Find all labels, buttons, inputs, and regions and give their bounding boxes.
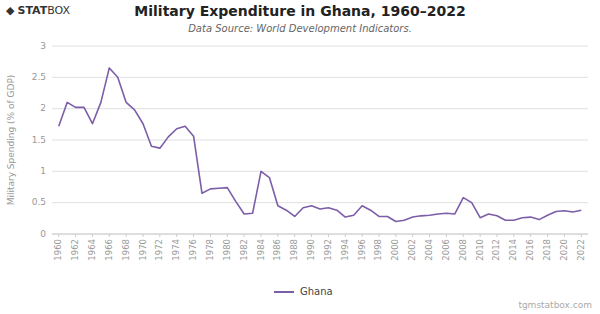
x-tick (463, 234, 464, 237)
x-tick (581, 234, 582, 237)
x-tick-label: 1998 (373, 239, 383, 261)
x-tick-label: 2014 (508, 239, 518, 261)
x-tick (530, 234, 531, 237)
x-tick (277, 234, 278, 237)
x-tick-label: 2006 (441, 239, 451, 261)
plot-area (59, 68, 582, 222)
x-tick (294, 234, 295, 237)
x-tick (109, 234, 110, 237)
x-tick (58, 234, 59, 237)
x-tick-label: 1964 (87, 239, 97, 261)
x-tick-label: 1992 (323, 239, 333, 261)
x-tick (159, 234, 160, 237)
x-tick-label: 1996 (357, 239, 367, 261)
x-tick (362, 234, 363, 237)
x-tick-label: 2010 (475, 239, 485, 261)
x-tick (328, 234, 329, 237)
y-tick-label: 2.5 (32, 72, 46, 82)
y-tick-label: 2 (40, 103, 46, 113)
logo-part: ◆ (6, 4, 15, 17)
x-tick (261, 234, 262, 237)
x-tick-label: 2022 (576, 239, 586, 261)
x-tick-label: 1968 (121, 239, 131, 261)
y-tick-label: 3 (40, 41, 46, 51)
x-tick-label: 2012 (491, 239, 501, 261)
grid-line (52, 46, 588, 47)
x-tick (564, 234, 565, 237)
logo-part: STAT (17, 4, 47, 17)
x-tick-label: 2000 (390, 239, 400, 261)
grid-line (52, 202, 588, 203)
x-tick (513, 234, 514, 237)
x-tick-label: 1980 (222, 239, 232, 261)
x-tick (92, 234, 93, 237)
x-tick-label: 2016 (525, 239, 535, 261)
x-tick (126, 234, 127, 237)
x-tick-label: 2018 (542, 239, 552, 261)
x-tick-label: 1962 (70, 239, 80, 261)
grid-line (52, 171, 588, 172)
y-axis: 0 0.5 1 1.5 2 2.5 3 (32, 41, 588, 239)
y-tick-label: 1.5 (32, 135, 46, 145)
watermark: tgmstatbox.com (518, 300, 592, 310)
y-tick-label: 1 (40, 166, 46, 176)
x-tick (311, 234, 312, 237)
x-tick (429, 234, 430, 237)
x-tick-label: 1970 (138, 239, 148, 261)
x-tick-label: 2008 (458, 239, 468, 261)
x-tick-label: 1984 (256, 239, 266, 261)
x-tick-label: 1986 (272, 239, 282, 261)
grid-line (52, 140, 588, 141)
x-tick-label: 1988 (289, 239, 299, 261)
legend-swatch (274, 291, 294, 293)
y-tick-label: 0.5 (32, 197, 46, 207)
chart: Military Expenditure in Ghana, 1960–2022… (0, 0, 600, 314)
x-tick-label: 1966 (104, 239, 114, 261)
x-tick-label: 2002 (407, 239, 417, 261)
x-tick (480, 234, 481, 237)
x-tick-label: 1976 (188, 239, 198, 261)
x-tick-label: 1994 (340, 239, 350, 261)
x-tick (496, 234, 497, 237)
logo-part: BOX (47, 4, 70, 17)
x-tick-label: 2004 (424, 239, 434, 261)
x-tick-label: 1978 (205, 239, 215, 261)
x-tick (227, 234, 228, 237)
x-tick-label: 1972 (154, 239, 164, 261)
logo: ◆STATBOX (6, 4, 71, 17)
x-tick (446, 234, 447, 237)
title: Military Expenditure in Ghana, 1960–2022 (134, 3, 465, 19)
x-tick-label: 1982 (239, 239, 249, 261)
x-tick-label: 1960 (53, 239, 63, 261)
y-axis-label: Military Spending (% of GDP) (6, 75, 16, 206)
x-tick (244, 234, 245, 237)
legend: Ghana (274, 286, 333, 297)
subtitle: Data Source: World Development Indicator… (188, 23, 412, 34)
x-axis-line (52, 234, 588, 235)
grid-line (52, 234, 588, 235)
legend-label: Ghana (300, 286, 333, 297)
x-tick (378, 234, 379, 237)
x-tick (143, 234, 144, 237)
grid-line (52, 77, 588, 78)
x-tick (345, 234, 346, 237)
x-tick (75, 234, 76, 237)
x-tick (176, 234, 177, 237)
x-tick (412, 234, 413, 237)
x-tick (547, 234, 548, 237)
x-tick (395, 234, 396, 237)
x-axis: 1960 1962 1964 1966 1968 1970 1972 1974 1976 1978… (52, 234, 588, 261)
x-tick-label: 1974 (171, 239, 181, 261)
x-tick-label: 2020 (559, 239, 569, 261)
y-tick-label: 0 (40, 229, 46, 239)
x-tick-label: 1990 (306, 239, 316, 261)
x-tick (193, 234, 194, 237)
series-line (59, 68, 582, 222)
x-tick (210, 234, 211, 237)
